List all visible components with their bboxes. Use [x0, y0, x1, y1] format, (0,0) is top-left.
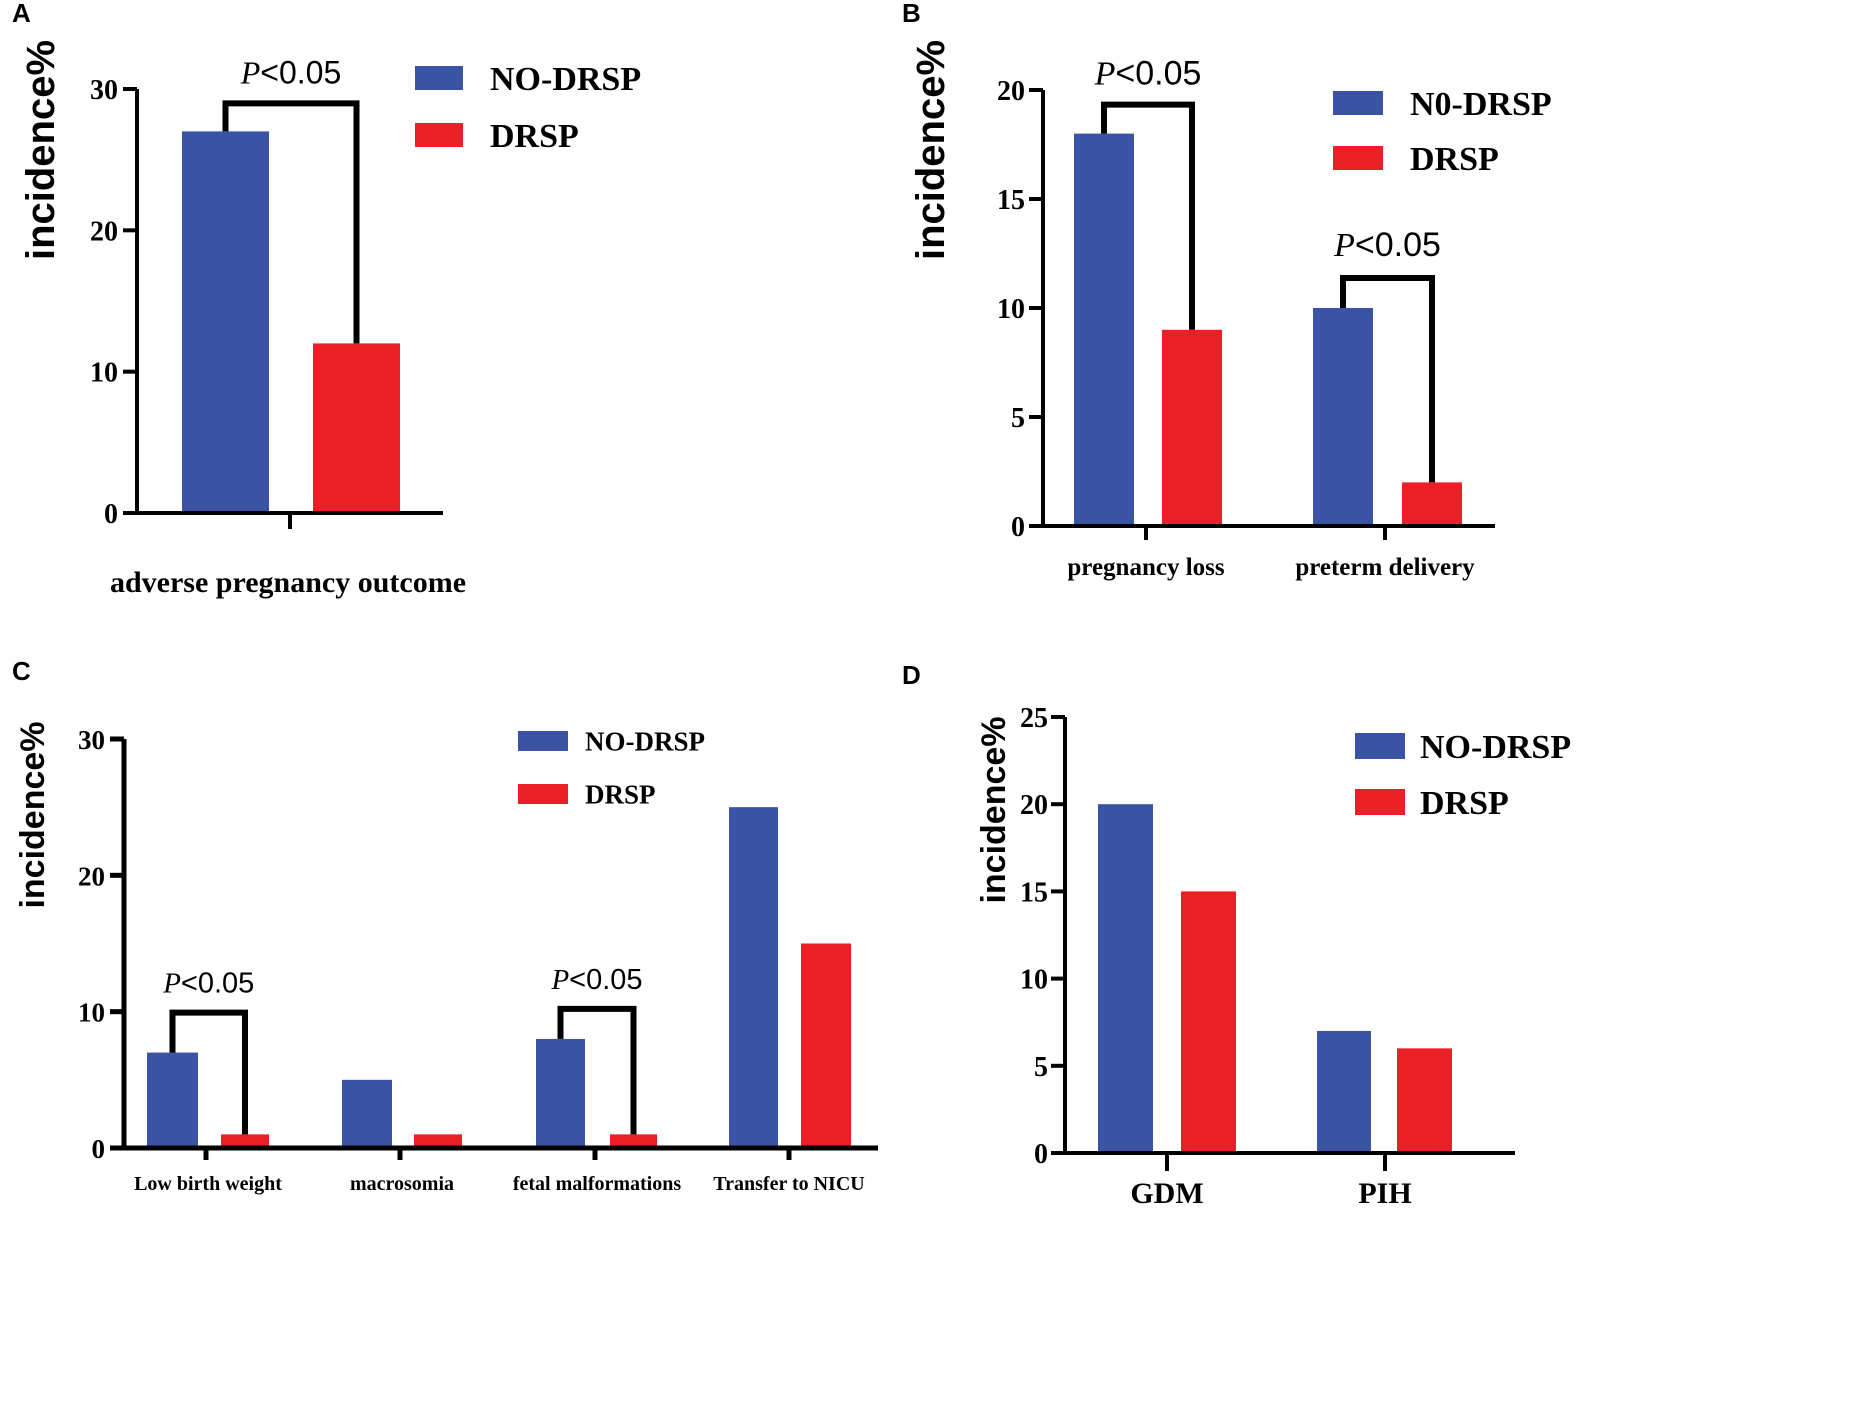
x-tick-label: preterm delivery [1295, 554, 1475, 581]
legend-swatch-no-drsp [415, 66, 463, 90]
bar-gdm-no-drsp [1098, 804, 1153, 1153]
p-value-label: P<0.05 [550, 964, 642, 996]
p-value-label: P<0.05 [1333, 226, 1441, 264]
y-tick-label: 0 [92, 1134, 106, 1164]
p-value-label: P<0.05 [162, 968, 254, 1000]
legend-label-drsp: DRSP [585, 780, 656, 810]
legend-label-no-drsp: NO-DRSP [585, 727, 705, 757]
y-tick-label: 5 [1011, 403, 1025, 434]
legend-label-drsp: DRSP [490, 118, 579, 155]
significance-bracket [222, 100, 360, 344]
legend-label-drsp: DRSP [1410, 141, 1499, 178]
y-tick-label: 0 [104, 499, 118, 530]
panel-letter: B [902, 0, 921, 28]
y-axis-label: incidence% [19, 40, 63, 260]
legend-swatch-no-drsp [518, 731, 568, 751]
bar-pregnancy-loss-drsp [1162, 329, 1222, 526]
y-tick-label: 0 [1011, 512, 1025, 543]
bar-pih-drsp [1397, 1048, 1452, 1153]
legend-label-drsp: DRSP [1420, 785, 1509, 822]
panel-letter: C [12, 656, 31, 686]
bar-macrosomia-drsp [414, 1134, 462, 1148]
x-tick-label: GDM [1130, 1177, 1203, 1210]
bar-adverse-pregnancy-outcome-drsp [313, 343, 400, 513]
significance-bracket [1340, 275, 1435, 483]
bar-macrosomia-no-drsp [342, 1079, 392, 1148]
y-axis-label: incidence% [975, 716, 1013, 903]
legend-swatch-no-drsp [1333, 91, 1383, 115]
legend-swatch-drsp [1355, 789, 1405, 815]
y-tick-label: 10 [997, 294, 1025, 325]
y-tick-label: 10 [78, 998, 105, 1028]
y-axis-label: incidence% [14, 721, 52, 908]
bar-fetal-malformations-no-drsp [536, 1038, 585, 1148]
bar-adverse-pregnancy-outcome-no-drsp [182, 131, 269, 513]
bar-pih-no-drsp [1317, 1030, 1371, 1153]
y-tick-label: 30 [78, 725, 105, 755]
y-tick-label: 30 [90, 75, 118, 106]
x-tick-label: fetal malformations [513, 1173, 682, 1195]
x-tick-label: PIH [1358, 1177, 1411, 1210]
legend-swatch-no-drsp [1355, 733, 1405, 759]
legend-swatch-drsp [1333, 146, 1383, 170]
bar-preterm-delivery-no-drsp [1313, 308, 1373, 526]
panel-letter: D [902, 660, 921, 690]
bar-transfer-to-nicu-drsp [801, 943, 851, 1148]
y-tick-label: 5 [1034, 1052, 1048, 1083]
bar-low-birth-weight-drsp [221, 1134, 269, 1148]
significance-bracket [557, 1005, 637, 1135]
y-tick-label: 15 [1020, 877, 1048, 908]
p-value-label: P<0.05 [240, 54, 342, 90]
legend-label-no-drsp: N0-DRSP [1410, 86, 1552, 123]
bar-low-birth-weight-no-drsp [147, 1052, 198, 1148]
y-tick-label: 20 [90, 216, 118, 247]
significance-bracket [169, 1009, 248, 1135]
legend-swatch-drsp [518, 784, 568, 804]
y-tick-label: 0 [1034, 1139, 1048, 1170]
bar-fetal-malformations-drsp [610, 1134, 657, 1148]
y-tick-label: 25 [1020, 703, 1048, 734]
p-value-label: P<0.05 [1094, 55, 1202, 93]
x-tick-label: Transfer to NICU [713, 1173, 864, 1195]
significance-bracket [1101, 101, 1195, 330]
y-tick-label: 10 [90, 358, 118, 389]
legend-swatch-drsp [415, 123, 463, 147]
bar-pregnancy-loss-no-drsp [1074, 133, 1134, 526]
y-tick-label: 20 [78, 861, 105, 891]
y-tick-label: 20 [997, 76, 1025, 107]
x-tick-label: adverse pregnancy outcome [110, 566, 466, 599]
legend-label-no-drsp: NO-DRSP [490, 61, 641, 98]
legend-label-no-drsp: NO-DRSP [1420, 729, 1571, 766]
y-tick-label: 20 [1020, 790, 1048, 821]
x-tick-label: pregnancy loss [1067, 554, 1224, 581]
y-tick-label: 10 [1020, 965, 1048, 996]
y-tick-label: 15 [997, 185, 1025, 216]
bar-gdm-drsp [1181, 891, 1236, 1153]
panel-letter: A [12, 0, 31, 28]
x-tick-label: macrosomia [350, 1173, 454, 1195]
y-axis-label: incidence% [909, 40, 953, 260]
bar-transfer-to-nicu-no-drsp [729, 807, 778, 1148]
x-tick-label: Low birth weight [134, 1173, 282, 1195]
bar-preterm-delivery-drsp [1402, 482, 1462, 526]
